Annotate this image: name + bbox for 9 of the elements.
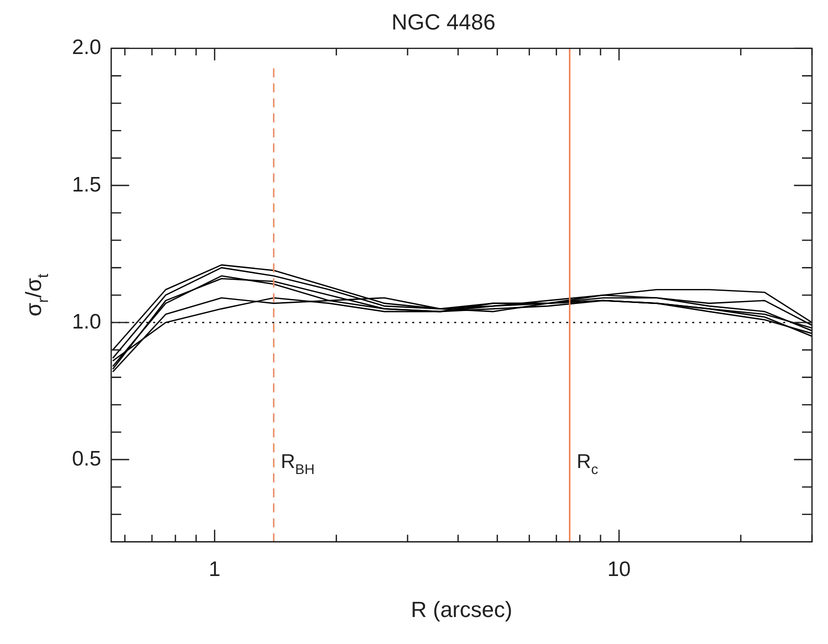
y-tick-label: 1.5 — [72, 173, 102, 196]
x-tick-label: 10 — [607, 558, 631, 582]
y-tick-label: 0.5 — [72, 447, 102, 470]
y-axis-title: σr/σt — [21, 273, 52, 316]
y-tick-label: 2.0 — [72, 36, 102, 60]
chart-title: NGC 4486 — [392, 9, 496, 34]
x-axis-title: R (arcsec) — [410, 596, 512, 622]
x-tick-label: 1 — [208, 558, 220, 582]
y-tick-label: 1.0 — [72, 310, 102, 334]
